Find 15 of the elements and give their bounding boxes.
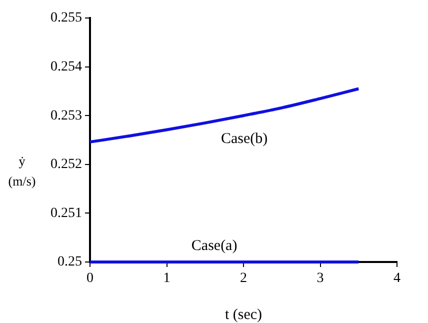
y-axis-title: ẏ (m/s) xyxy=(8,153,36,188)
y-tick-label: 0.25 xyxy=(58,254,82,270)
y-tick-label: 0.251 xyxy=(50,206,82,221)
y-tick-label: 0.254 xyxy=(50,59,82,74)
series-label: Case(a) xyxy=(191,238,238,254)
x-tick-label: 2 xyxy=(240,271,247,286)
y-tick-label: 0.255 xyxy=(50,10,82,26)
x-tick-label: 0 xyxy=(86,271,94,286)
x-tick-label: 1 xyxy=(163,271,170,286)
y-tick-label: 0.252 xyxy=(50,157,82,172)
x-tick-label: 4 xyxy=(394,271,400,286)
y-tick-label: 0.253 xyxy=(50,108,82,124)
x-tick-label: 3 xyxy=(316,271,324,286)
x-axis-title: t (sec) xyxy=(224,306,262,323)
series-label: Case(b) xyxy=(220,131,268,148)
